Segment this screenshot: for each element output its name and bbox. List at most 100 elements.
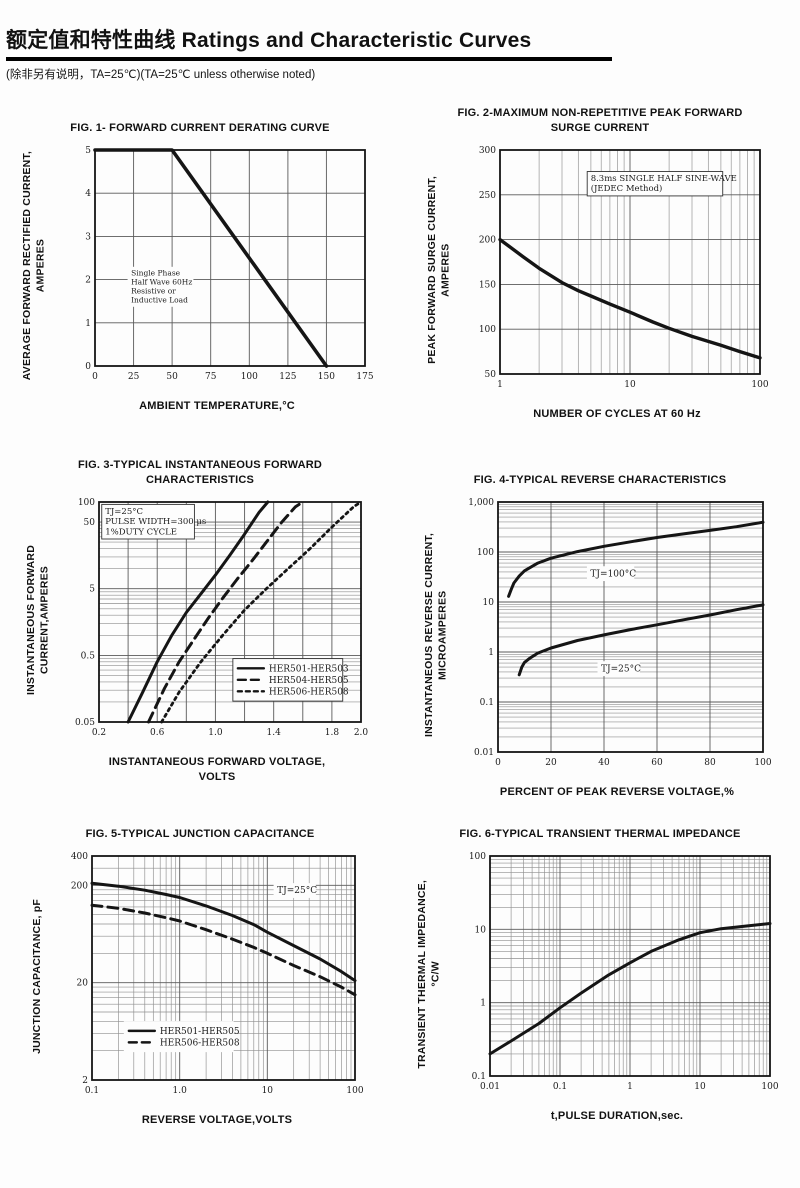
page-subtitle: (除非另有说明，TA=25℃)(TA=25℃ unless otherwise … (6, 69, 316, 81)
fig4-x-axis-label: PERCENT OF PEAK REVERSE VOLTAGE,% (499, 786, 735, 798)
svg-text:10: 10 (475, 925, 487, 935)
svg-text:2: 2 (85, 276, 91, 286)
page-title: 额定值和特性曲线 Ratings and Characteristic Curv… (6, 24, 800, 54)
fig4-plot: TJ=100°C TJ=25°C 0 20 40 60 80 100 0.01 0.1 1 10 100… (468, 498, 772, 768)
fig4-curve-tj-100c (506, 520, 765, 598)
svg-text:40: 40 (598, 758, 610, 768)
svg-text:20: 20 (545, 758, 557, 768)
fig5-curve-her501-her505 (90, 881, 357, 983)
svg-text:75: 75 (205, 372, 217, 382)
fig4-annotation-0: TJ=100°C (586, 566, 636, 582)
svg-text:100: 100 (469, 852, 486, 862)
fig6-y-axis-label: TRANSIENT THERMAL IMPEDANCE, °C/W (415, 879, 442, 1069)
fig3-plot-border (98, 501, 363, 723)
fig5-x-axis-label: REVERSE VOLTAGE,VOLTS (141, 1114, 293, 1126)
fig4-curve-tj-25c (517, 603, 765, 677)
svg-text:60: 60 (651, 758, 663, 768)
fig3-curve-her501-her503 (126, 500, 270, 724)
svg-text:125: 125 (279, 372, 296, 382)
svg-text:25: 25 (128, 372, 140, 382)
fig2-annotation-0: 8.3ms SINGLE HALF SINE-WAVE(JEDEC Method… (586, 171, 737, 197)
fig4-body: INSTANTANEOUS REVERSE CURRENT, MICROAMPE… (423, 492, 776, 778)
fig3-title: FIG. 3-TYPICAL INSTANTANEOUS FORWARD CHA… (77, 459, 323, 487)
svg-text:150: 150 (318, 372, 335, 382)
fig2-tick-labels: 1 10 100 50 100 150 200 250 300 (479, 146, 769, 390)
svg-text:10: 10 (624, 380, 636, 390)
svg-text:50: 50 (485, 370, 497, 380)
fig5-plot-border (90, 855, 356, 1081)
fig2-y-axis-label: PEAK FORWARD SURGE CURRENT, AMPERES (425, 176, 452, 364)
svg-text:0.01: 0.01 (474, 748, 494, 758)
svg-text:200: 200 (71, 881, 88, 891)
title-underline (6, 57, 612, 61)
page-header: 额定值和特性曲线 Ratings and Characteristic Curv… (0, 0, 800, 82)
svg-text:200: 200 (479, 236, 496, 246)
svg-text:1.8: 1.8 (325, 728, 340, 738)
svg-text:PULSE WIDTH=300 μs: PULSE WIDTH=300 μs (105, 517, 206, 527)
fig2-peak-forward-surge-current-chart: FIG. 2-MAXIMUM NON-REPETITIVE PEAK FORWA… (400, 88, 800, 440)
svg-text:10: 10 (482, 598, 494, 608)
svg-text:100: 100 (754, 758, 771, 768)
svg-text:100: 100 (78, 498, 95, 508)
fig1-series (93, 148, 329, 368)
svg-text:2.0: 2.0 (354, 728, 369, 738)
svg-text:3: 3 (85, 232, 91, 242)
fig6-curve-thermal-impedance (488, 922, 772, 1056)
svg-text:0.05: 0.05 (75, 718, 95, 728)
fig5-y-axis-label: JUNCTION CAPACITANCE, pF (31, 898, 44, 1054)
svg-text:50: 50 (84, 518, 96, 528)
svg-text:175: 175 (357, 372, 374, 382)
svg-text:10: 10 (694, 1082, 706, 1092)
svg-text:TJ=25°C: TJ=25°C (601, 664, 641, 674)
page-title-chinese: 额定值和特性曲线 (6, 27, 176, 52)
fig3-series (126, 500, 363, 724)
svg-text:HER506-HER508: HER506-HER508 (269, 687, 349, 697)
svg-text:HER501-HER505: HER501-HER505 (160, 1027, 240, 1037)
svg-text:0: 0 (495, 758, 501, 768)
fig3-instantaneous-forward-characteristics-chart: FIG. 3-TYPICAL INSTANTANEOUS FORWARD CHA… (0, 440, 400, 806)
svg-text:0.1: 0.1 (472, 1072, 486, 1082)
fig6-plot-border (489, 855, 772, 1077)
svg-text:TJ=100°C: TJ=100°C (590, 569, 636, 579)
svg-text:0.1: 0.1 (553, 1082, 567, 1092)
svg-text:0: 0 (85, 362, 91, 372)
fig5-typical-junction-capacitance-chart: FIG. 5-TYPICAL JUNCTION CAPACITANCE JUNC… (0, 806, 400, 1158)
fig1-plot-border (94, 149, 367, 367)
svg-text:Resistive or: Resistive or (131, 286, 176, 295)
fig3-x-axis-label: INSTANTANEOUS FORWARD VOLTAGE, VOLTS (108, 756, 326, 783)
fig2-plot: 8.3ms SINGLE HALF SINE-WAVE(JEDEC Method… (479, 146, 769, 390)
svg-text:0.1: 0.1 (479, 698, 493, 708)
page-title-english: Ratings and Characteristic Curves (181, 29, 532, 52)
svg-text:150: 150 (479, 280, 496, 290)
fig1-curve-derating-curve (93, 148, 329, 368)
fig1-major-gridlines (95, 150, 366, 366)
svg-text:1: 1 (627, 1082, 633, 1092)
svg-text:1: 1 (480, 999, 486, 1009)
fig4-annotation-1: TJ=25°C (597, 661, 641, 677)
fig2-title: FIG. 2-MAXIMUM NON-REPETITIVE PEAK FORWA… (457, 107, 743, 135)
fig5-curve-her506-her508 (90, 903, 357, 997)
svg-text:100: 100 (476, 548, 493, 558)
fig6-x-axis-label: t,PULSE DURATION,sec. (550, 1110, 684, 1122)
svg-text:50: 50 (167, 372, 179, 382)
svg-text:80: 80 (704, 758, 716, 768)
charts-grid: FIG. 1- FORWARD CURRENT DERATING CURVE A… (0, 88, 800, 1158)
fig4-major-gridlines (497, 502, 763, 752)
svg-text:TJ=25°C: TJ=25°C (105, 507, 143, 517)
fig1-forward-current-derating-chart: FIG. 1- FORWARD CURRENT DERATING CURVE A… (0, 88, 400, 440)
svg-text:HER504-HER505: HER504-HER505 (269, 676, 349, 686)
fig4-plot-border (496, 501, 764, 753)
svg-text:HER506-HER508: HER506-HER508 (160, 1038, 240, 1048)
svg-text:2: 2 (82, 1076, 88, 1086)
svg-text:0.5: 0.5 (81, 651, 96, 661)
svg-text:1: 1 (488, 648, 494, 658)
fig2-series (498, 237, 762, 360)
